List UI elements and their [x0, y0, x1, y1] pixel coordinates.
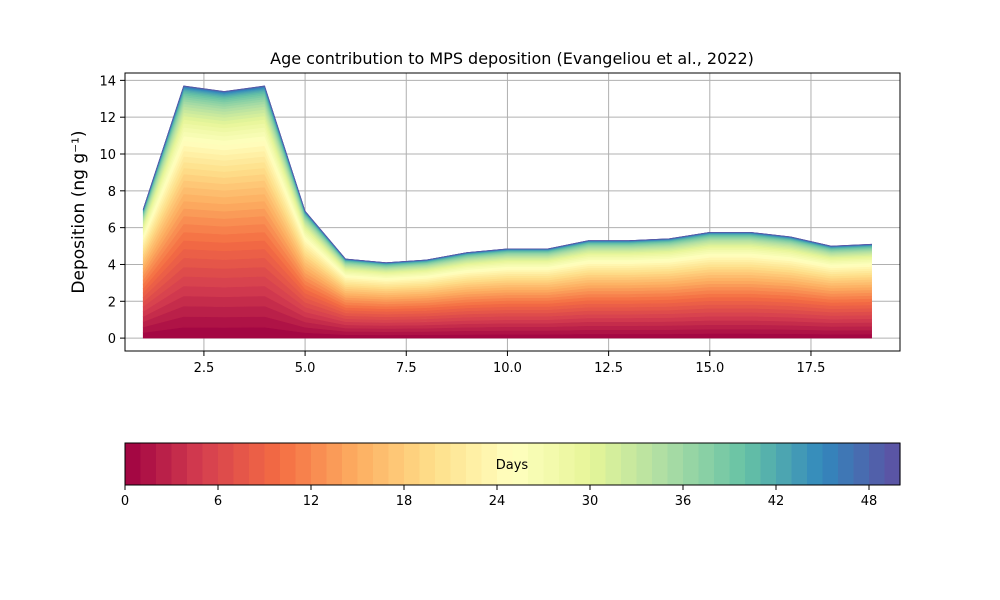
- colorbar-segment: [621, 443, 638, 485]
- colorbar-segment: [187, 443, 204, 485]
- y-axis-label: Deposition (ng g⁻¹): [69, 130, 89, 293]
- colorbar-segment: [714, 443, 731, 485]
- x-tick-label: 5.0: [295, 361, 316, 376]
- colorbar-segment: [280, 443, 297, 485]
- x-tick-label: 7.5: [396, 361, 417, 376]
- colorbar-segment: [884, 443, 901, 485]
- y-tick-label: 2: [108, 295, 116, 310]
- age-layer-area: [142, 85, 872, 263]
- colorbar-segment: [435, 443, 452, 485]
- y-tick-label: 8: [108, 185, 116, 200]
- y-tick-label: 0: [108, 332, 116, 347]
- colorbar-segment: [419, 443, 436, 485]
- y-tick-label: 6: [108, 222, 116, 237]
- colorbar-segment: [171, 443, 188, 485]
- colorbar-segment: [791, 443, 808, 485]
- colorbar-segment: [698, 443, 715, 485]
- colorbar-tick-label: 6: [214, 494, 222, 509]
- colorbar-segment: [450, 443, 467, 485]
- colorbar-segment: [822, 443, 839, 485]
- x-tick-label: 10.0: [493, 361, 522, 376]
- colorbar-segment: [295, 443, 312, 485]
- colorbar-segment: [218, 443, 235, 485]
- colorbar-segment: [807, 443, 824, 485]
- colorbar-tick-label: 18: [396, 494, 413, 509]
- colorbar-segment: [404, 443, 421, 485]
- colorbar-segment: [202, 443, 219, 485]
- colorbar-ticks: 0 6 12 18 24 30 36 42 48: [121, 485, 877, 509]
- colorbar-segment: [481, 443, 498, 485]
- colorbar-segment: [636, 443, 653, 485]
- colorbar-segment: [652, 443, 669, 485]
- colorbar-segment: [264, 443, 281, 485]
- colorbar-tick-label: 48: [861, 494, 878, 509]
- colorbar-segment: [249, 443, 266, 485]
- colorbar-segment: [869, 443, 886, 485]
- colorbar-segment: [342, 443, 359, 485]
- colorbar-segment: [466, 443, 483, 485]
- colorbar-segment: [605, 443, 622, 485]
- colorbar-segment: [512, 443, 529, 485]
- y-tick-label: 4: [108, 258, 116, 273]
- y-tick-label: 14: [99, 74, 116, 89]
- x-axis: 2.5 5.0 7.5 10.0 12.5 15.0 17.5: [194, 351, 825, 376]
- colorbar-tick-label: 42: [768, 494, 785, 509]
- colorbar-tick-label: 36: [675, 494, 692, 509]
- colorbar-label: Days: [496, 458, 529, 473]
- colorbar-segment: [125, 443, 142, 485]
- x-tick-label: 15.0: [695, 361, 724, 376]
- colorbar-segment: [838, 443, 855, 485]
- chart-title: Age contribution to MPS deposition (Evan…: [270, 49, 754, 68]
- colorbar-segment: [574, 443, 591, 485]
- x-tick-label: 17.5: [796, 361, 825, 376]
- colorbar-segment: [776, 443, 793, 485]
- x-tick-label: 12.5: [594, 361, 623, 376]
- y-axis: 0 2 4 6 8 10 12 14: [99, 74, 125, 347]
- colorbar-segment: [233, 443, 250, 485]
- colorbar-tick-label: 24: [489, 494, 506, 509]
- colorbar-segment: [559, 443, 576, 485]
- colorbar-segment: [729, 443, 746, 485]
- colorbar-segment: [528, 443, 545, 485]
- y-tick-label: 10: [99, 148, 116, 163]
- colorbar-tick-label: 30: [582, 494, 599, 509]
- colorbar-segment: [590, 443, 607, 485]
- colorbar-segment: [357, 443, 374, 485]
- colorbar-segment: [497, 443, 514, 485]
- y-tick-label: 12: [99, 111, 116, 126]
- colorbar-segment: [388, 443, 405, 485]
- colorbar-segment: [156, 443, 173, 485]
- colorbar-segment: [760, 443, 777, 485]
- x-tick-label: 2.5: [194, 361, 215, 376]
- colorbar-segment: [667, 443, 684, 485]
- colorbar-segment: [745, 443, 762, 485]
- colorbar-segment: [543, 443, 560, 485]
- plot-frame: [124, 72, 901, 352]
- colorbar-segment: [373, 443, 390, 485]
- colorbar-frame: [124, 442, 901, 486]
- colorbar-segment: [853, 443, 870, 485]
- colorbar-segment: [326, 443, 343, 485]
- colorbar-tick-label: 12: [303, 494, 320, 509]
- colorbar-segment: [683, 443, 700, 485]
- colorbar-segment: [311, 443, 328, 485]
- colorbar: [125, 443, 901, 485]
- colorbar-tick-label: 0: [121, 494, 129, 509]
- stacked-areas: [142, 85, 872, 339]
- colorbar-segment: [140, 443, 157, 485]
